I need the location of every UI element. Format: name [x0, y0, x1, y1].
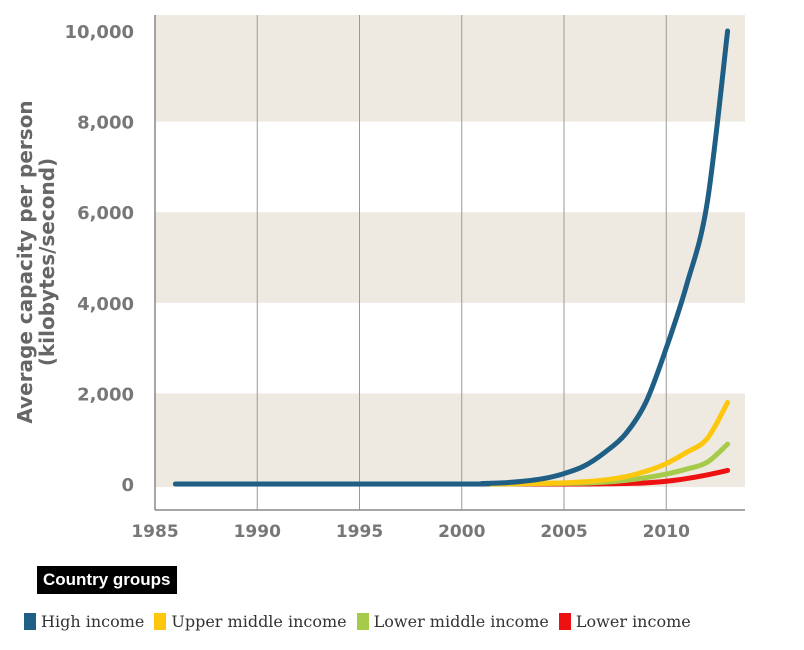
y-tick-label: 0: [121, 475, 134, 496]
legend-item-lower-income: Lower income: [558, 612, 691, 631]
legend-swatch: [154, 613, 167, 630]
y-tick-label: 4,000: [77, 294, 134, 315]
y-tick-label: 2,000: [77, 384, 134, 405]
x-tick-label: 1995: [336, 522, 383, 542]
x-tick-label: 2000: [438, 522, 485, 542]
legend-item-high-income: High income: [24, 612, 144, 631]
x-tick-label: 2005: [540, 522, 587, 542]
legend-label: Upper middle income: [171, 612, 347, 631]
series-line-high-income: [172, 28, 731, 487]
legend-title: Country groups: [37, 566, 177, 594]
grid-band: [155, 212, 745, 303]
x-tick-label: 2010: [643, 522, 690, 542]
legend-item-upper-middle-income: Upper middle income: [154, 612, 347, 631]
legend-swatch: [24, 613, 36, 630]
legend-label: Lower middle income: [373, 612, 549, 631]
y-axis-label: Average capacity per person(kilobytes/se…: [13, 100, 59, 423]
x-tick-label: 1985: [131, 522, 178, 542]
grid-band: [155, 15, 745, 122]
legend-label: Lower income: [575, 612, 691, 631]
legend-swatch: [558, 613, 571, 630]
legend-item-lower-middle-income: Lower middle income: [356, 612, 549, 631]
legend-swatch: [356, 613, 369, 630]
x-tick-label: 1990: [234, 522, 281, 542]
grid-band: [155, 393, 745, 487]
y-tick-label: 10,000: [65, 22, 134, 43]
y-tick-label: 6,000: [77, 203, 134, 224]
legend: High income Upper middle income Lower mi…: [24, 612, 691, 631]
legend-label: High income: [41, 612, 145, 631]
line-chart: 1985 1990 1995 2000 2005 2010 0 2,000 4,000 6,000…: [13, 15, 745, 542]
y-tick-label: 8,000: [77, 113, 134, 134]
